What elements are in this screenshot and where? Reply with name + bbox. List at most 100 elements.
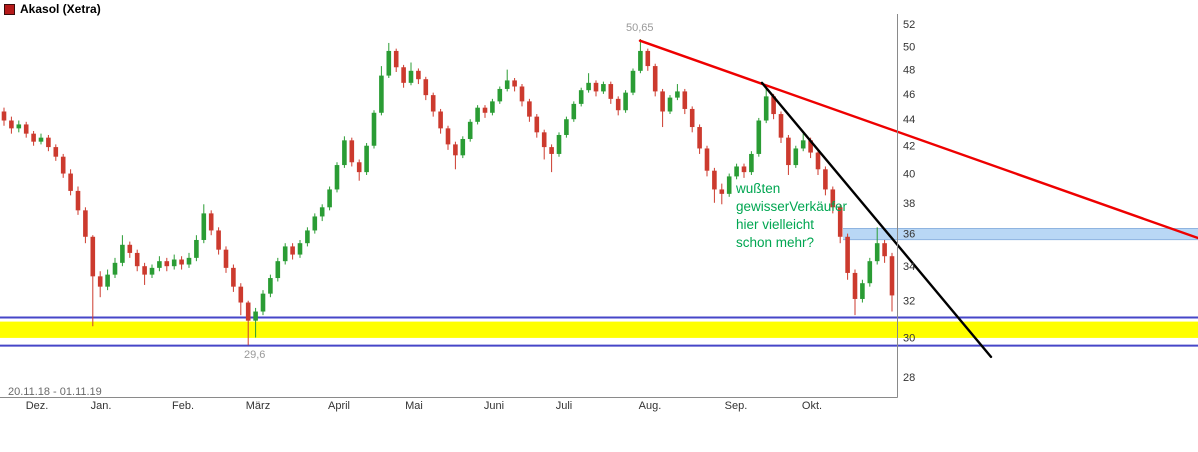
candle-body [134,252,140,267]
candle-body [541,132,547,148]
candle-body [556,134,562,154]
candle-body [142,266,147,275]
candle-body [623,92,628,111]
candle-body [519,86,525,102]
candle-body [601,84,606,92]
candle-body [438,111,443,129]
candle-body [268,278,273,294]
candle-body [260,293,266,312]
candle-body [874,243,880,262]
candle-body [793,148,799,166]
candle-body [549,147,554,154]
candle-body [393,50,399,68]
candle-body [282,246,288,262]
candle-body [275,261,281,279]
date-range-label: 20.11.18 - 01.11.19 [8,386,102,398]
candle-body [682,91,688,109]
x-axis-month-label: Sep. [725,400,748,412]
y-axis-tick-label: 52 [903,19,915,31]
candle-body [253,311,258,321]
annotation-note-line: wußten [736,181,781,196]
candle-body [342,140,347,166]
x-axis-month-label: April [328,400,350,412]
x-axis-month-label: Juni [484,400,504,412]
y-axis-tick-label: 30 [903,333,915,345]
candle-body [719,189,725,194]
y-axis-tick-label: 28 [903,372,915,384]
candle-body [712,170,717,190]
x-axis-month-label: Jan. [91,400,112,412]
candle-body [734,166,739,177]
y-axis-tick-label: 48 [903,65,915,77]
candle-body [527,101,532,117]
candle-body [112,262,118,275]
y-axis-tick-label: 42 [903,141,915,153]
x-axis-month-label: Feb. [172,400,194,412]
candle-body [845,236,850,273]
candle-body [482,107,488,113]
candle-body [652,66,658,92]
candle-body [245,302,251,321]
y-axis-tick-label: 32 [903,296,915,308]
support-zone-fill [0,321,1198,338]
candle-body [852,272,858,299]
x-axis-month-label: März [246,400,270,412]
candle-body [216,230,221,250]
candle-body [194,239,199,258]
candle-body [349,140,355,163]
candle-body [208,213,214,231]
candle-body [356,162,362,173]
candle-body [578,90,584,104]
candle-body [38,137,44,142]
candle-body [763,96,769,121]
candle-body [504,80,510,89]
candle-body [726,176,732,194]
candle-body [290,246,295,255]
candle-body [75,190,81,211]
candle-body [9,120,14,129]
y-axis-tick-label: 34 [903,261,915,273]
candle-body [319,207,325,217]
candle-body [800,140,806,149]
candle-body [23,124,29,134]
candle-body [423,79,429,96]
candle-body [379,75,384,113]
candle-body [564,119,569,135]
x-axis-month-label: Aug. [639,400,662,412]
candle-body [171,259,177,267]
candle-body [327,189,332,208]
candle-body [97,276,103,287]
candle-body [223,249,229,268]
resistance-zone-fill [843,228,1198,240]
candle-body [475,107,480,122]
peak-price-label: 50,65 [626,22,654,34]
candle-body [179,259,184,265]
annotation-note-line: schon mehr? [736,235,815,250]
primary-downtrend [638,39,1198,240]
candle-body [697,127,702,149]
y-axis-tick-label: 40 [903,169,915,181]
candle-body [305,230,310,244]
candle-body [830,189,836,208]
instrument-title: Akasol (Xetra) [20,2,101,16]
candle-body [149,267,155,275]
candle-body [53,147,59,157]
candle-body [105,274,110,287]
candle-body [593,82,599,92]
candle-body [127,244,133,253]
candle-body [512,80,517,87]
candle-body [460,138,466,156]
candle-body [689,108,695,128]
candle-body [808,140,813,153]
candle-body [786,137,791,166]
x-axis-month-label: Dez. [26,400,49,412]
y-axis-tick-label: 46 [903,89,915,101]
candle-body [645,50,651,67]
candle-body [46,137,51,148]
candle-body [771,96,776,115]
title-bar: Akasol (Xetra) [4,2,101,16]
candle-body [778,114,784,138]
candle-body [660,91,665,112]
candle-body [467,121,473,139]
candle-body [586,82,591,91]
